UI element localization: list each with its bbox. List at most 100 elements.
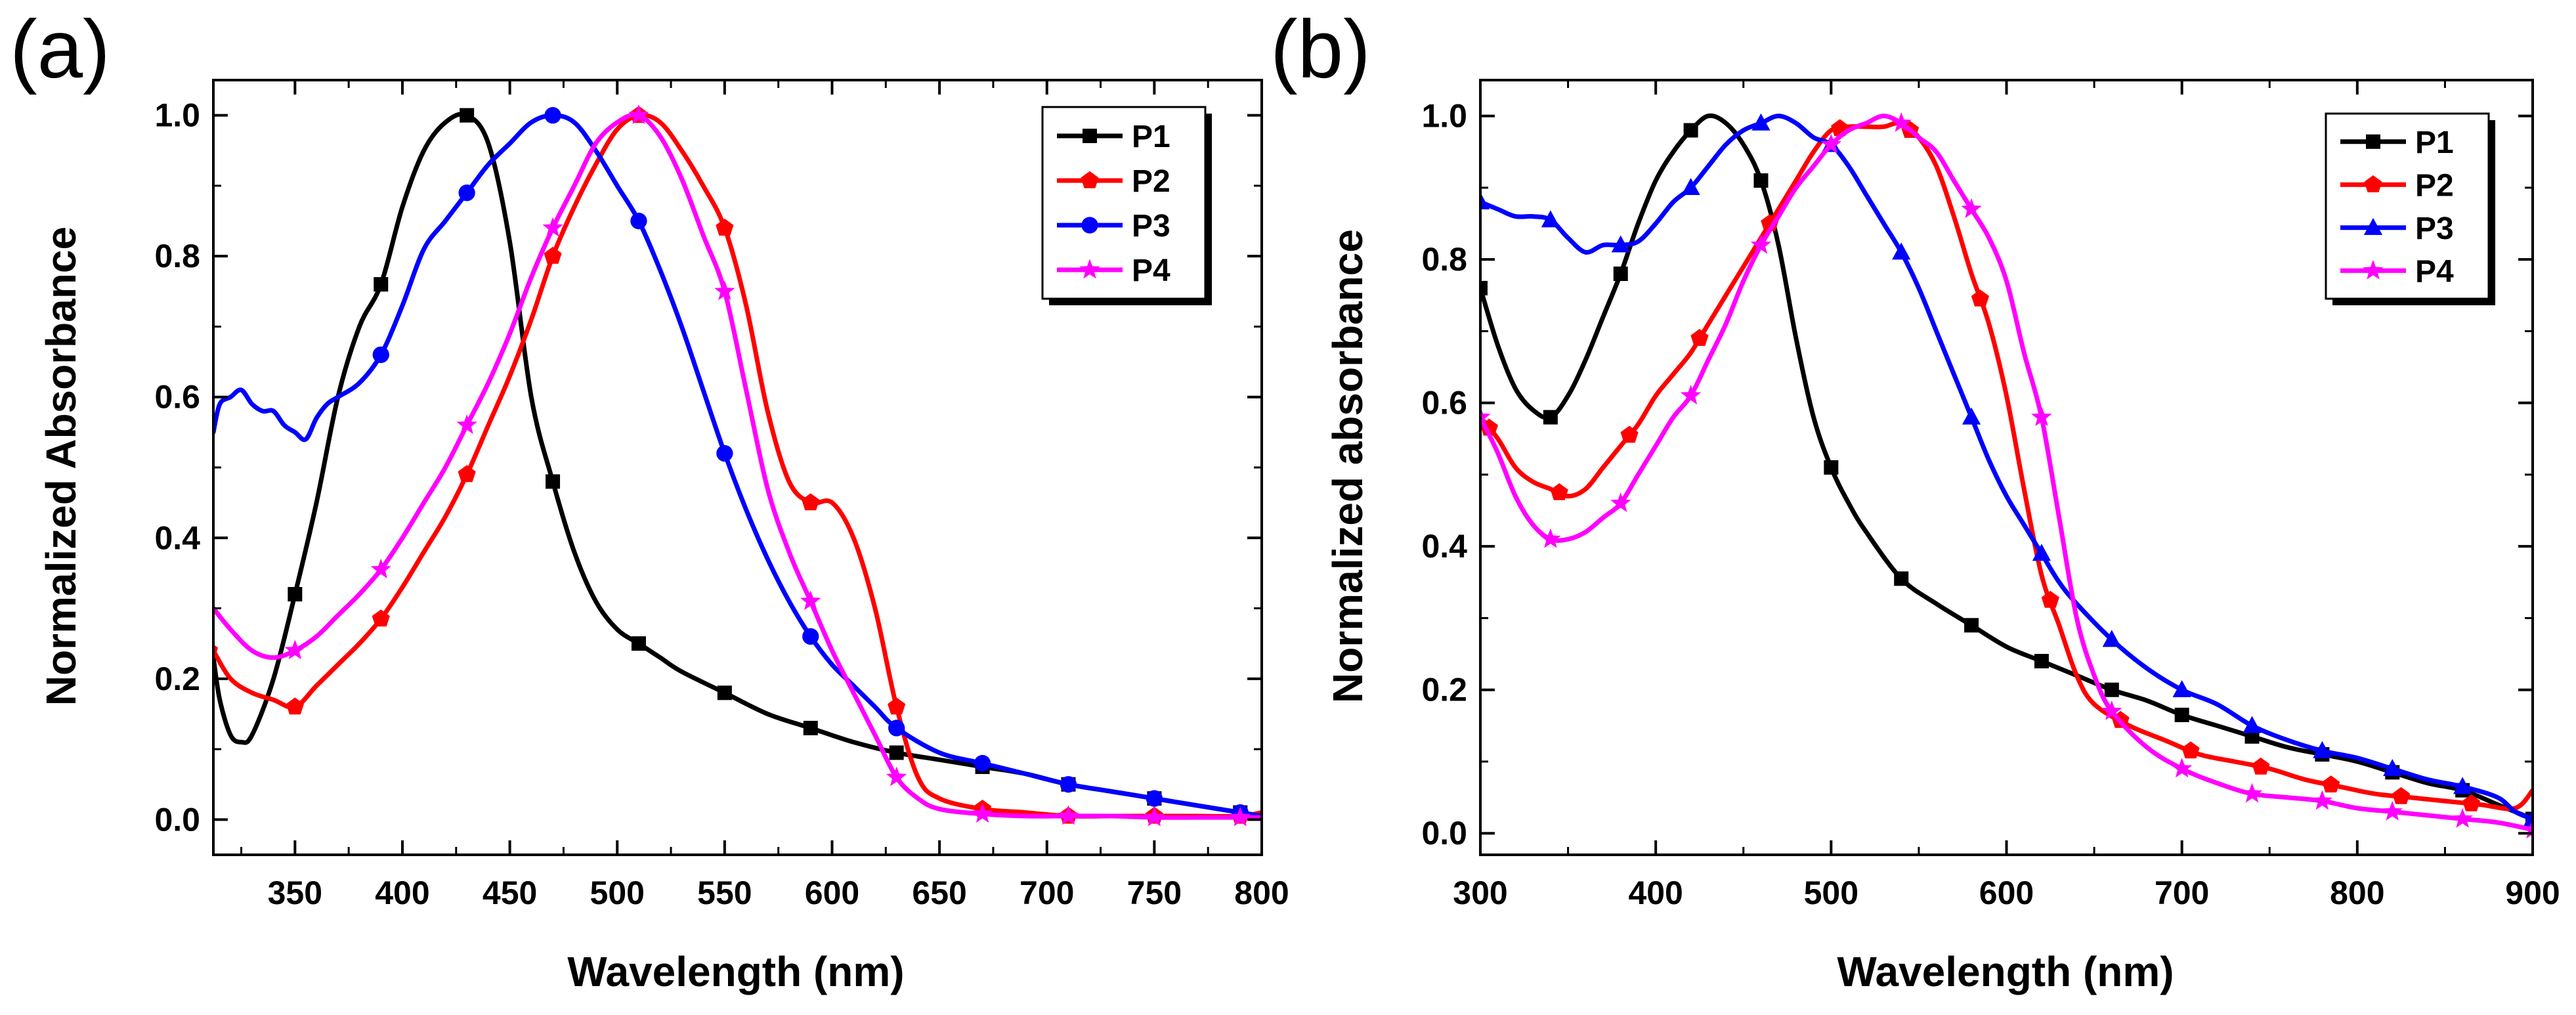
- panel-a-series-p1-point-1: [374, 277, 389, 292]
- panel-b-series-p3-point-6: [1892, 242, 1911, 260]
- panel-b-series-p3-point-0: [1480, 192, 1490, 209]
- panel-b-series-p4-line: [1480, 114, 2533, 832]
- panel-a-x-tick-label-8: 750: [1127, 875, 1182, 911]
- panel-a-legend: P1 P2 P3 P4: [1041, 106, 1212, 305]
- panel-a-legend-item-p3: P3: [1057, 209, 1170, 244]
- panel-b-label: (b): [1270, 4, 1371, 95]
- panel-b-legend-label-p3: P3: [2415, 211, 2454, 246]
- panel-a-y-tick-label-5: 1.0: [154, 97, 200, 134]
- panel-a-legend-marker-p3: [1081, 217, 1098, 234]
- panel-b-series-p4-point-2: [1610, 492, 1631, 512]
- panel-b-y-tick-label-2: 0.4: [1421, 528, 1467, 565]
- panel-a-series-p2-point-4: [544, 246, 562, 264]
- panel-b-series-p1-point-8: [2034, 654, 2049, 668]
- panel-b-series-p1-point-10: [2174, 707, 2189, 722]
- panel-b-y-tick-label-1: 0.2: [1421, 672, 1467, 708]
- panel-b-series-p2-point-2: [1620, 425, 1639, 443]
- panel-a-series-p3-point-3: [630, 212, 647, 230]
- panel-b-series-p2-point-1: [1550, 483, 1568, 500]
- panel-b-y-tick-label-0: 0.0: [1421, 815, 1467, 852]
- panel-a-legend-marker-p1: [1083, 129, 1097, 143]
- panel-b-x-tick-label-6: 900: [2505, 875, 2560, 911]
- panel-b-legend-label-p4: P4: [2415, 254, 2454, 289]
- panel-b-series-p4: [1480, 112, 2533, 839]
- panel-b-series-p3-point-7: [1962, 407, 1981, 425]
- panel-a-x-tick-label-1: 400: [375, 875, 429, 911]
- panel-b-series-p1-point-7: [1964, 618, 1979, 633]
- panel-b-x-tick-label-3: 600: [1979, 875, 2034, 911]
- panel-b-series-p3: [1480, 113, 2533, 827]
- panel-b-series-p3-point-15: [2523, 809, 2533, 827]
- panel-a-series-p4-point-9: [1058, 805, 1079, 825]
- panel-b-series-p2-point-13: [2392, 787, 2411, 804]
- panel-b-legend-marker-p3: [2363, 217, 2383, 235]
- panel-a-legend-item-p4: P4: [1057, 253, 1170, 288]
- panel-a-series-p4-point-5: [714, 280, 735, 301]
- panel-a-legend-marker-p4: [1079, 259, 1100, 279]
- panel-b-series-p3-point-11: [2243, 716, 2262, 733]
- panel-b-legend-item-p2: P2: [2340, 168, 2454, 203]
- panel-b-legend-box: [2325, 112, 2490, 300]
- panel-b-legend-item-p4: P4: [2340, 254, 2454, 289]
- panel-a-series-p3-point-7: [974, 754, 991, 772]
- panel-b-series-p3-point-8: [2032, 544, 2051, 561]
- panel-b-series-p2-point-3: [1690, 329, 1709, 346]
- panel-a-series-p2-point-3: [458, 465, 476, 483]
- panel-a-legend-label-p3: P3: [1132, 209, 1170, 244]
- panel-a-series-p1-point-2: [460, 108, 475, 123]
- panel-b-series-p3-point-9: [2102, 630, 2121, 647]
- panel-a-series-p4-point-1: [370, 559, 391, 578]
- panel-b-legend-marker-p2: [2364, 175, 2382, 192]
- panel-b-x-tick-label-1: 400: [1628, 875, 1683, 911]
- panel-b-legend-marker-p4: [2363, 259, 2384, 280]
- panel-b-series-p1-point-9: [2104, 682, 2119, 697]
- panel-a-y-tick-label-2: 0.4: [154, 519, 200, 556]
- panel-a-series-p4-point-8: [972, 803, 993, 823]
- panel-a: (a) 350 400 450 500 550 600 650 700 750 800 0.0 0.2…: [10, 4, 1289, 995]
- panel-a-legend-item-p1: P1: [1057, 119, 1170, 154]
- panel-b-series-p4-point-8: [2031, 406, 2052, 426]
- panel-b-y-tick-label-3: 0.6: [1421, 385, 1467, 421]
- panel-b-series-p4-point-13: [2382, 800, 2403, 821]
- panel-b-series-p2-point-11: [2252, 757, 2270, 775]
- panel-b-legend-label-p1: P1: [2415, 125, 2454, 160]
- panel-a-x-tick-label-6: 650: [912, 875, 966, 911]
- panel-a-series-p2-point-6: [716, 218, 734, 236]
- panel-a-x-tick-label-9: 800: [1234, 875, 1289, 911]
- panel-a-x-tick-label-0: 350: [268, 875, 322, 911]
- panel-b-x-tick-label-4: 700: [2155, 875, 2209, 911]
- panel-a-x-tick-label-2: 450: [483, 875, 537, 911]
- panel-a-series-p3-point-4: [716, 444, 733, 462]
- panel-a-legend-marker-p2: [1081, 171, 1099, 188]
- panel-b-series-p4-point-10: [2171, 758, 2193, 778]
- panel-b-legend-label-p2: P2: [2415, 168, 2454, 203]
- panel-b-plot-area: 300 400 500 600 700 800 900 0.0 0.2 0.4 0.6 0.8 1.0 P…: [1421, 79, 2560, 911]
- panel-a-series-p2-point-1: [286, 697, 304, 715]
- panel-a-legend-label-p2: P2: [1132, 164, 1170, 199]
- panel-b-series-p3-point-4: [1751, 113, 1771, 131]
- panel-b-legend-marker-p1: [2366, 134, 2380, 149]
- panel-b-series-p4-point-0: [1480, 406, 1491, 426]
- panel-b-series-p3-point-2: [1611, 235, 1630, 253]
- panel-a-series-p2-point-8: [888, 697, 906, 715]
- panel-a-plot-area: 350 400 450 500 550 600 650 700 750 800 0.0 0.2 0.4 0…: [154, 79, 1289, 911]
- panel-a-series-p1-point-4: [631, 636, 646, 651]
- panel-a-y-axis-title: Normalized Absorbance: [37, 227, 85, 706]
- panel-a-series-p3-point-9: [1146, 790, 1163, 807]
- panel-a-series-p4-point-10: [1144, 806, 1165, 827]
- panel-a-y-tick-label-3: 0.6: [154, 379, 200, 416]
- panel-a-series-p4-point-6: [800, 590, 821, 611]
- panel-b-series-p4-point-7: [1961, 198, 1982, 219]
- panel-b-series-p1-point-3: [1683, 123, 1698, 138]
- panel-a-series-p1-point-3: [546, 474, 561, 489]
- panel-b-legend-item-p3: P3: [2340, 211, 2454, 246]
- panel-b-series-p3-point-14: [2453, 777, 2472, 794]
- panel-b-series-p1-point-6: [1894, 571, 1909, 586]
- panel-a-series-p4-point-3: [542, 217, 563, 237]
- panel-a-series-p1-point-0: [288, 587, 303, 602]
- panel-a-legend-label-p4: P4: [1132, 253, 1170, 288]
- panel-b-series-p4-point-4: [1750, 234, 1772, 254]
- panel-a-x-axis-title: Wavelength (nm): [567, 948, 904, 995]
